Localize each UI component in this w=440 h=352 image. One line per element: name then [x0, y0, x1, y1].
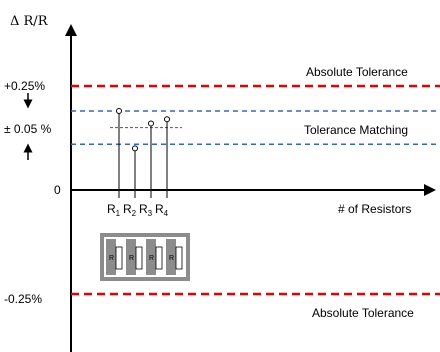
point-label-R3: R3 [139, 202, 153, 218]
data-point-R1 [116, 107, 122, 114]
point-label-R4: R4 [155, 202, 169, 218]
data-points: R1 R2 R3 R4 [107, 107, 170, 218]
svg-text:R: R [169, 255, 174, 262]
point-label-R1: R1 [107, 202, 121, 218]
tolerance-matching-label: Tolerance Matching [304, 123, 408, 137]
y-tick-label-plus-025: +0.25% [4, 79, 45, 93]
x-axis-label: # of Resistors [338, 202, 411, 216]
data-point-R3 [148, 120, 154, 127]
y-tick-label-zero: 0 [54, 183, 61, 197]
svg-text:R: R [149, 255, 154, 262]
data-point-R4 [164, 116, 170, 123]
data-point-R2 [132, 145, 138, 152]
y-tick-label-matching: ± 0.05 % [4, 122, 52, 136]
svg-text:R: R [109, 255, 114, 262]
point-label-R2: R2 [123, 202, 137, 218]
reference-lines [71, 84, 440, 296]
svg-text:R: R [129, 255, 134, 262]
resistor-network-icon: R R R R [100, 233, 190, 281]
y-tick-label-minus-025: -0.25% [4, 292, 42, 306]
y-axis-label: Δ R/R [10, 14, 49, 29]
absolute-tolerance-label-top: Absolute Tolerance [306, 65, 408, 79]
absolute-tolerance-label-bottom: Absolute Tolerance [312, 306, 414, 320]
